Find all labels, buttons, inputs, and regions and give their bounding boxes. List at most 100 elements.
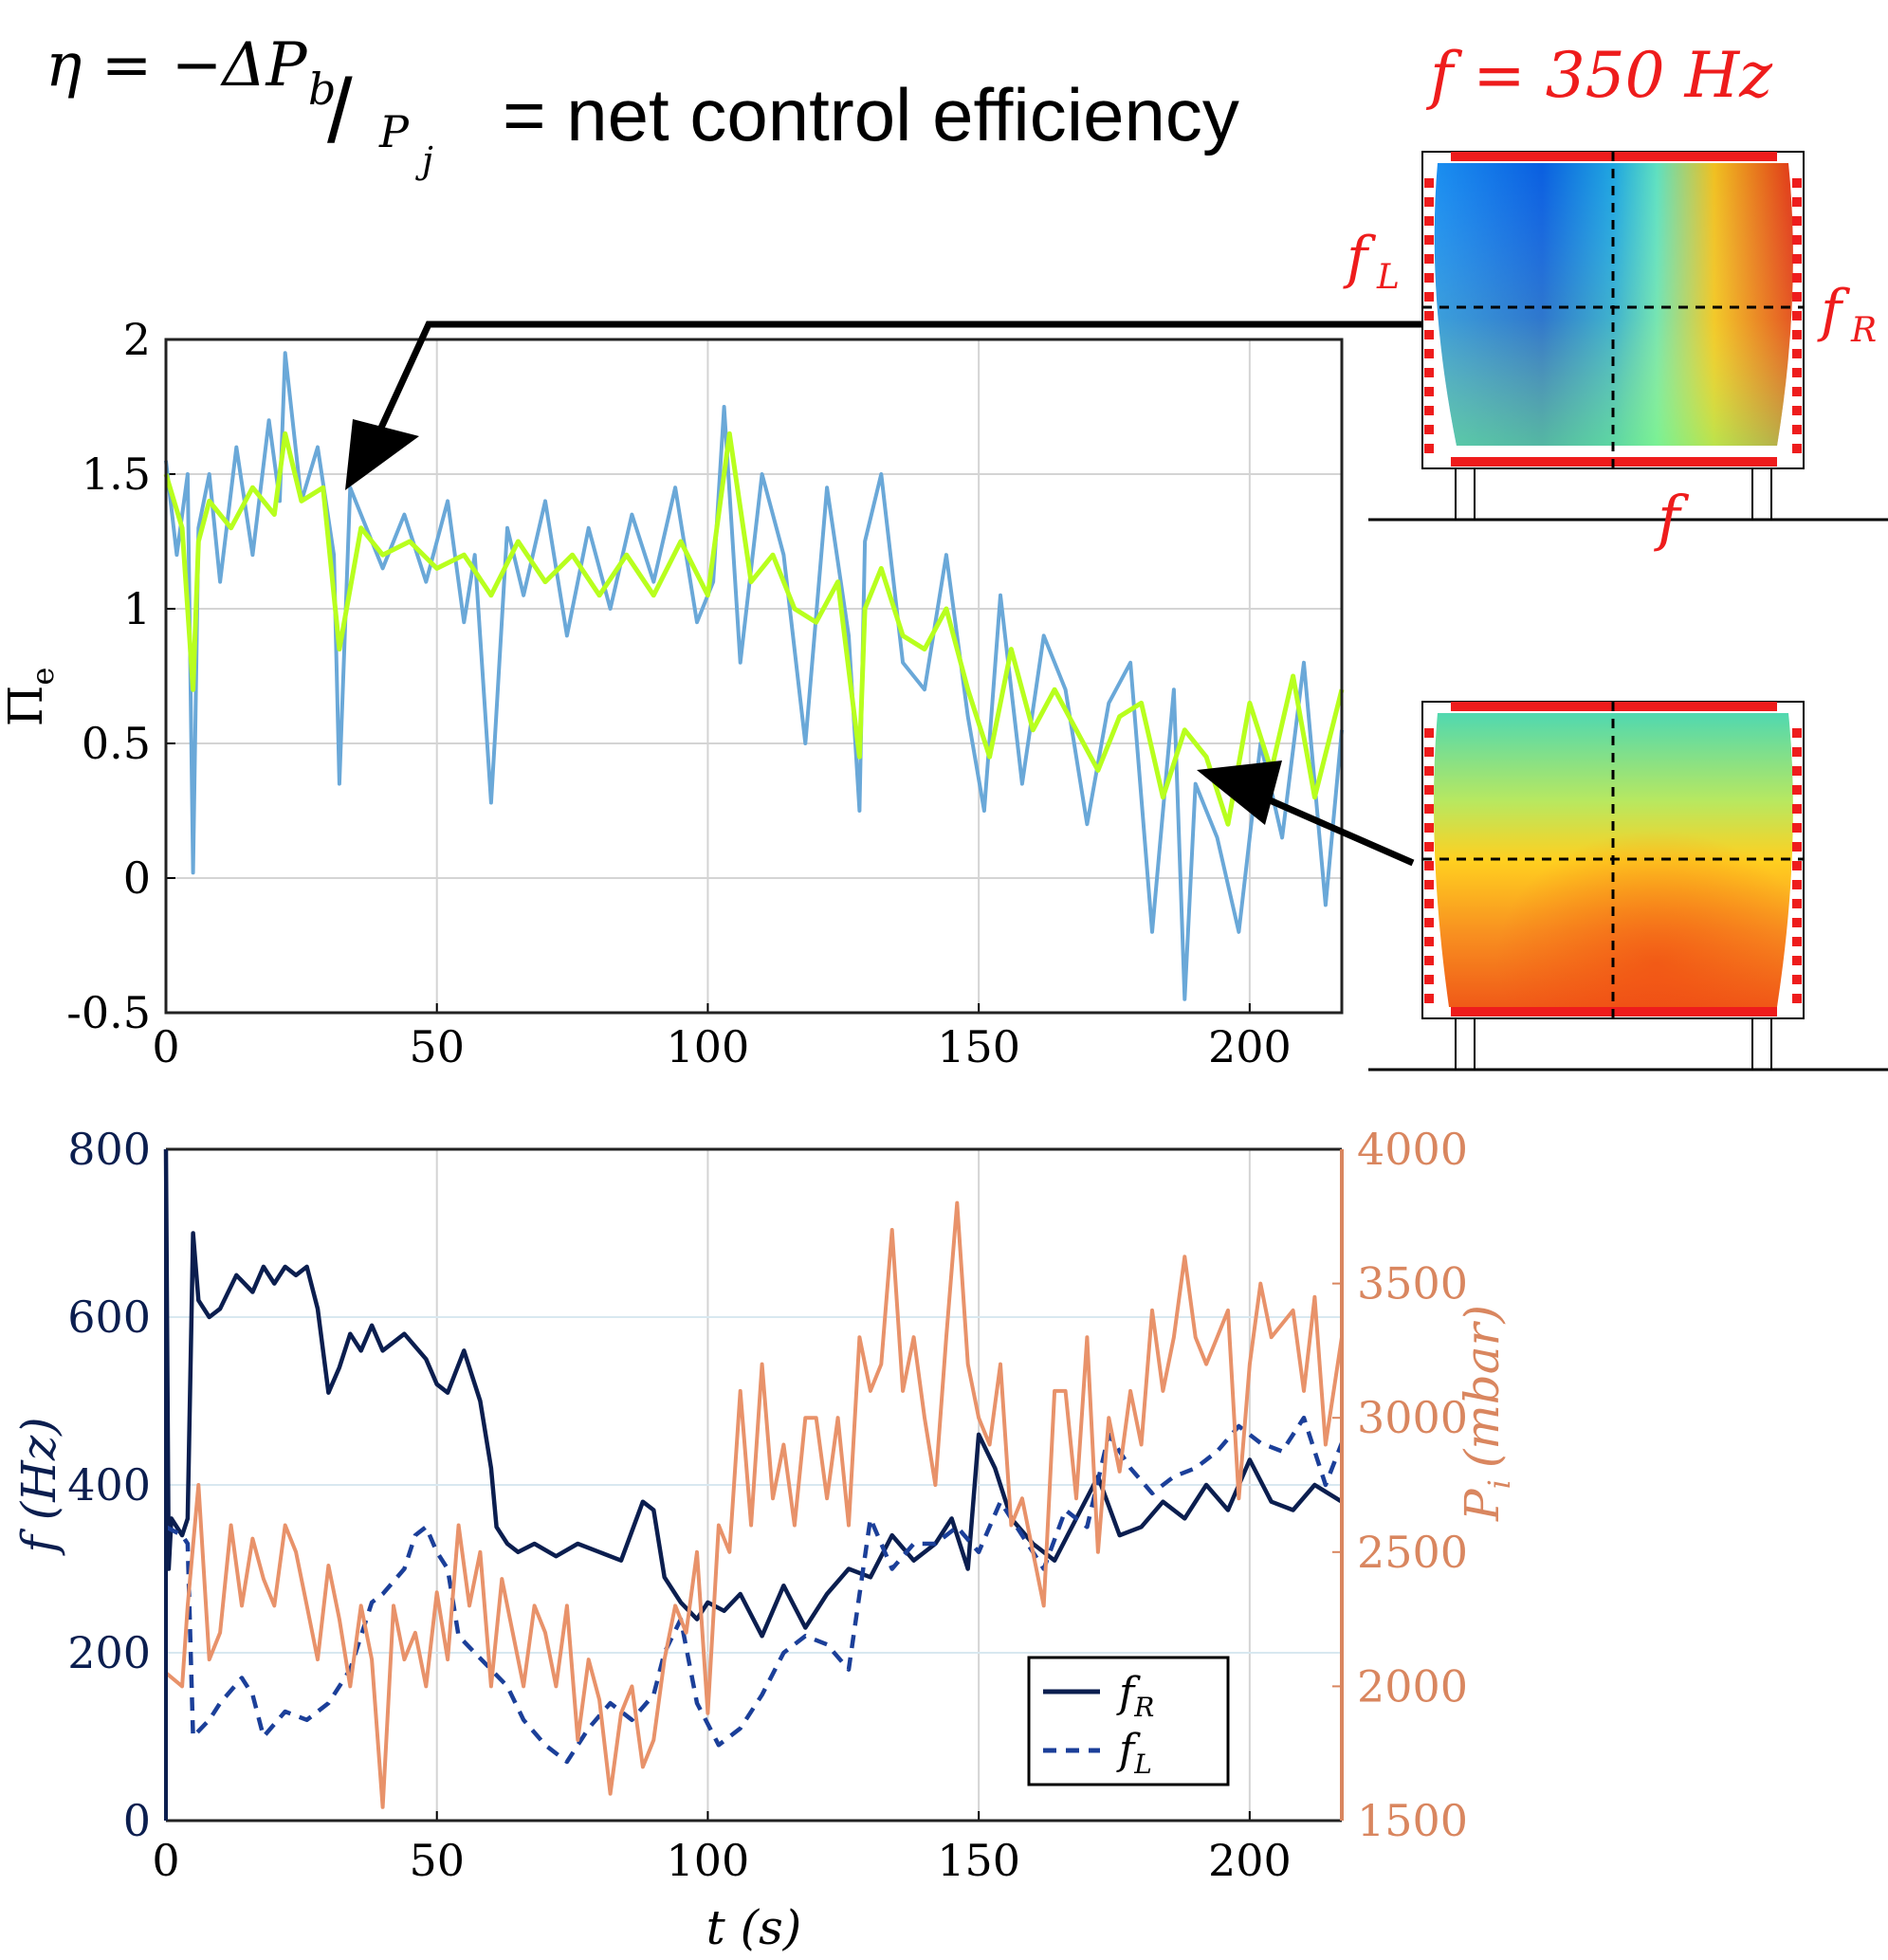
actuator-segment [1792,273,1802,283]
actuator-segment [1424,747,1434,757]
actuator-segment [1792,747,1802,757]
actuator-segment [1792,823,1802,833]
y-tick-label: 2 [123,314,151,365]
raw-efficiency-line [164,351,1344,1001]
y-tick-label: 400 [67,1459,151,1511]
fL-series-line [164,1415,1345,1765]
x-tick-label: 200 [1208,1835,1292,1886]
y-tick-label: 800 [67,1124,151,1175]
x-tick-label: 100 [667,1835,750,1886]
actuator-segment [1424,216,1434,226]
actuator-segment [1424,254,1434,264]
actuator-left [1424,178,1434,453]
actuator-segment [1424,406,1434,415]
actuator-segment [1424,785,1434,795]
actuator-segment [1424,861,1434,870]
y-right-axis-label-unit: (mbar) [1455,1305,1510,1468]
actuator-segment [1424,273,1434,283]
equation-sub-j: j [415,139,433,181]
actuator-segment [1792,406,1802,415]
y-tick-label: 0.5 [82,718,151,769]
actuator-segment [1424,918,1434,927]
actuator-segment [1424,311,1434,321]
actuator-segment [1792,368,1802,377]
actuator-segment [1424,766,1434,776]
actuator-segment [1792,311,1802,321]
y-axis-label: f (Hz) [11,1417,66,1556]
x-tick-label: 50 [409,1021,465,1072]
actuator-segment [1424,899,1434,908]
actuator-segment [1424,349,1434,358]
y-tick-label: 200 [67,1627,151,1678]
y-right-axis-label-sub: i [1481,1479,1517,1489]
y-axis-label: Πe [0,668,61,727]
actuator-segment [1792,216,1802,226]
actuator-segment [1792,444,1802,453]
arrowhead-bottom [1197,760,1282,825]
y-tick-label: 0 [123,1795,151,1846]
actuator-segment [1792,956,1802,965]
actuator-segment [1424,728,1434,738]
actuator-segment [1792,994,1802,1003]
actuator-segment [1792,425,1802,434]
legend-fR-sub: R [1133,1692,1154,1723]
x-tick-label: 150 [937,1021,1020,1072]
arrow-bottom [1259,793,1415,867]
y-right-tick-label: 3500 [1357,1258,1468,1310]
actuator-segment [1792,804,1802,814]
actuator-segment [1792,937,1802,946]
actuator-segment [1792,349,1802,358]
actuator-segment [1424,804,1434,814]
actuator-segment [1424,444,1434,453]
fR-sub: R [1850,311,1877,350]
actuator-segment [1424,842,1434,852]
actuator-segment [1792,975,1802,984]
actuator-segment [1424,975,1434,984]
y-tick-label: 0 [123,852,151,904]
actuator-segment [1424,197,1434,207]
actuator-segment [1792,178,1802,188]
actuator-segment [1792,292,1802,302]
actuator-segment [1424,330,1434,339]
y-right-tick-label: 4000 [1357,1124,1468,1175]
y-tick-label: -0.5 [66,987,151,1038]
actuator-left-2 [1424,728,1434,1003]
frequency-label: f = 350 Hz [1425,39,1773,112]
actuator-segment [1424,387,1434,396]
actuator-segment [1792,387,1802,396]
actuator-segment [1792,899,1802,908]
x-tick-label: 0 [152,1835,179,1886]
fL-sub: L [1376,258,1400,297]
fR-series-line [163,1148,1344,1639]
legend-fL-sub: L [1133,1749,1152,1780]
actuator-segment [1424,956,1434,965]
actuator-segment [1424,823,1434,833]
x-tick-label: 150 [937,1835,1020,1886]
actuator-segment [1424,292,1434,302]
actuator-segment [1792,842,1802,852]
actuator-segment [1424,178,1434,188]
actuator-segment [1424,880,1434,889]
y-right-axis-label: Pi(mbar) [1455,1305,1517,1522]
actuator-segment [1792,235,1802,245]
y-tick-label: 1.5 [82,449,151,500]
actuator-right-2 [1792,728,1802,1003]
actuator-segment [1792,861,1802,870]
flow-diagram-top: f L f R f [1343,151,1888,554]
actuator-segment [1792,728,1802,738]
actuator-segment [1424,937,1434,946]
y-tick-label: 1 [123,583,151,634]
annotation-arrows [345,321,1422,867]
y-axis-label-sub: e [25,668,61,686]
actuator-segment [1792,254,1802,264]
y-right-tick-label: 3000 [1357,1392,1468,1443]
actuator-segment [1792,197,1802,207]
x-tick-label: 200 [1208,1021,1292,1072]
actuator-segment [1792,766,1802,776]
x-tick-label: 50 [409,1835,465,1886]
legend-box [1027,1656,1230,1786]
arrow-top [362,321,1422,463]
